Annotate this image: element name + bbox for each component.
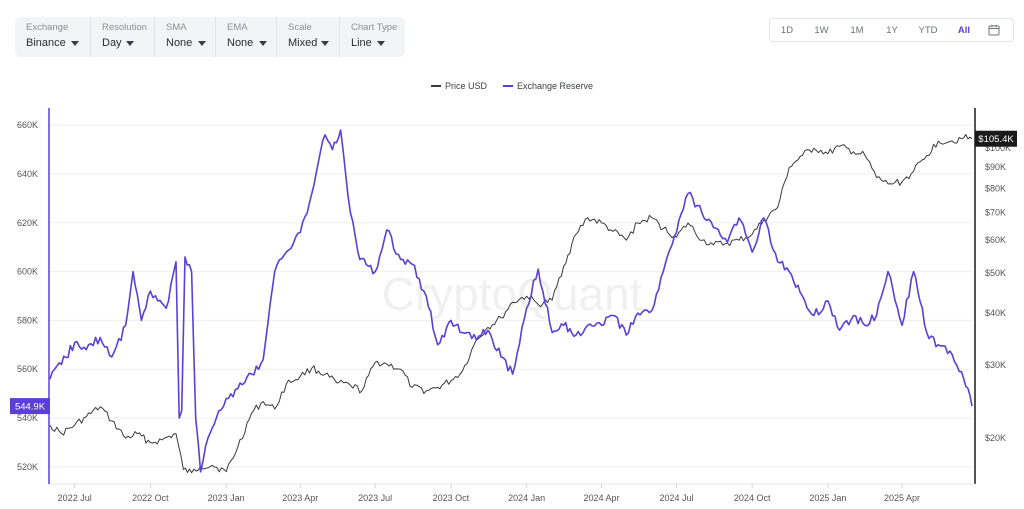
x-axis-tick-label: 2024 Jul [659, 493, 693, 503]
left-axis-ticks: 660K 640K 620K 600K 580K 560K 540K 520K [17, 120, 38, 472]
x-axis-ticks: 2022 Jul 2022 Oct 2023 Jan 2023 Apr 2023 Jul… [50, 483, 975, 503]
range-1w-button[interactable]: 1W [814, 24, 829, 36]
reserve-value-badge-label: 544.9K [15, 402, 46, 413]
x-axis-tick-label: 2022 Jul [58, 493, 92, 503]
x-axis-tick-label: 2024 Apr [584, 493, 620, 503]
legend-label-price: Price USD [444, 81, 487, 91]
left-axis-tick-label: 600K [17, 267, 38, 277]
legend-swatch-price [430, 85, 441, 87]
price-series-line [49, 134, 973, 474]
chevron-down-icon [126, 41, 134, 46]
left-axis-tick-label: 660K [17, 120, 38, 130]
left-axis-tick-label: 560K [17, 364, 38, 374]
right-axis-tick-label: $40K [985, 308, 1006, 318]
exchange-value: Binance [26, 37, 66, 49]
x-axis-tick-label: 2023 Apr [282, 493, 318, 503]
right-axis-ticks: $100K $90K $80K $70K $60K $50K $40K $30K $20K [985, 143, 1011, 443]
x-axis-tick-label: 2023 Jan [208, 493, 245, 503]
ema-label: EMA [227, 22, 248, 33]
chevron-down-icon [71, 41, 79, 46]
current-value-badges: 544.9K $105.4K [10, 130, 1017, 415]
chevron-down-icon [377, 41, 385, 46]
time-range-selector: 1D 1W 1M 1Y YTD All [769, 18, 1014, 42]
sma-value: None [166, 37, 193, 49]
x-axis-tick-label: 2022 Oct [132, 493, 169, 503]
scale-label: Scale [288, 22, 312, 33]
resolution-dropdown[interactable]: Resolution Day [91, 17, 155, 57]
sma-dropdown[interactable]: SMA None [155, 17, 216, 57]
calendar-icon[interactable] [981, 24, 1007, 36]
ema-dropdown[interactable]: EMA None [216, 17, 277, 57]
chart-controls: Exchange Binance Resolution Day SMA None… [15, 17, 405, 57]
grid-lines [50, 124, 972, 468]
left-axis-tick-label: 580K [17, 315, 38, 325]
price-value-badge-label: $105.4K [978, 134, 1014, 145]
reserve-value-badge [10, 398, 50, 415]
legend-item-reserve[interactable]: Exchange Reserve [502, 81, 594, 91]
right-axis-tick-label: $60K [985, 235, 1006, 245]
range-all-button[interactable]: All [957, 24, 971, 36]
reserve-series-line [49, 129, 973, 473]
range-ytd-button[interactable]: YTD [918, 24, 938, 36]
range-1y-button[interactable]: 1Y [886, 24, 898, 36]
series-lines [49, 129, 973, 474]
x-axis-tick-label: 2023 Oct [433, 493, 470, 503]
right-axis-tick-label: $80K [985, 183, 1006, 193]
right-axis-tick-label: $90K [985, 162, 1006, 172]
chart-legend: Price USD Exchange Reserve [0, 81, 1024, 91]
exchange-label: Exchange [26, 22, 69, 33]
chart-type-value: Line [351, 37, 372, 49]
x-axis-tick-label: 2024 Oct [734, 493, 771, 503]
sma-label: SMA [166, 22, 187, 33]
right-axis-tick-label: $30K [985, 360, 1006, 370]
ema-value: None [227, 37, 254, 49]
chevron-down-icon [259, 41, 267, 46]
x-axis-tick-label: 2023 Jul [358, 493, 392, 503]
x-axis-tick-label: 2024 Jan [508, 493, 545, 503]
left-axis-tick-label: 640K [17, 169, 38, 179]
right-axis-tick-label: $50K [985, 268, 1006, 278]
right-axis-tick-label: $100K [985, 143, 1011, 153]
left-axis-tick-label: 540K [17, 413, 38, 423]
left-axis-tick-label: 520K [17, 462, 38, 472]
legend-label-reserve: Exchange Reserve [516, 81, 594, 91]
range-1d-button[interactable]: 1D [780, 24, 794, 36]
resolution-value: Day [102, 37, 122, 49]
price-value-badge [975, 130, 1017, 147]
x-axis-tick-label: 2025 Apr [884, 493, 920, 503]
exchange-dropdown[interactable]: Exchange Binance [15, 17, 91, 57]
chevron-down-icon [198, 41, 206, 46]
watermark: CryptoQuant [382, 268, 643, 320]
right-axis-tick-label: $70K [985, 207, 1006, 217]
left-axis-tick-label: 620K [17, 218, 38, 228]
right-axis-tick-label: $20K [985, 433, 1006, 443]
chevron-down-icon [321, 41, 329, 46]
scale-dropdown[interactable]: Scale Mixed [277, 17, 340, 57]
chart-type-dropdown[interactable]: Chart Type Line [340, 17, 405, 57]
chart-type-label: Chart Type [351, 22, 398, 33]
x-axis-tick-label: 2025 Jan [809, 493, 846, 503]
legend-swatch-reserve [502, 85, 513, 87]
scale-value: Mixed [288, 37, 318, 49]
resolution-label: Resolution [102, 22, 147, 33]
legend-item-price[interactable]: Price USD [430, 81, 487, 91]
range-1m-button[interactable]: 1M [850, 24, 864, 36]
